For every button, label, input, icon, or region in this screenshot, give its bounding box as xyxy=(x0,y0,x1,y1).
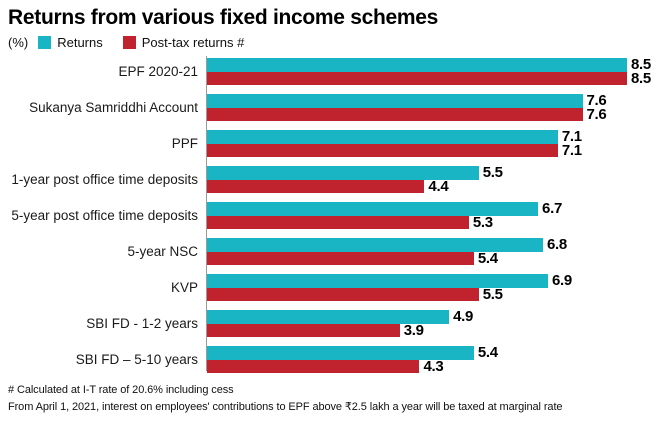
returns-bar xyxy=(207,166,479,180)
post-tax-value-label: 5.4 xyxy=(477,249,498,267)
returns-bar xyxy=(207,274,548,288)
legend-item-returns: Returns xyxy=(38,35,103,50)
post-tax-bar-line: 4.3 xyxy=(207,357,652,375)
post-tax-bar xyxy=(207,107,583,121)
chart-row: PPF 7.1 7.1 xyxy=(8,128,652,159)
returns-swatch xyxy=(38,36,52,49)
chart-row: 5-year NSC 6.8 5.4 xyxy=(8,236,652,267)
chart-row: KVP 6.9 5.5 xyxy=(8,272,652,303)
returns-bar xyxy=(207,202,539,216)
bar-group: 6.7 5.3 xyxy=(207,200,652,231)
category-label: 1-year post office time deposits xyxy=(11,172,198,187)
returns-bar-line: 5.5 xyxy=(207,164,652,182)
post-tax-bar xyxy=(207,323,400,337)
y-axis-line xyxy=(206,56,207,371)
bar-group: 7.1 7.1 xyxy=(207,128,652,159)
post-tax-bar xyxy=(207,143,558,157)
bar-chart: EPF 2020-21 8.5 8.5 Sukanya Samriddhi Ac… xyxy=(8,56,652,375)
returns-bar-line: 6.7 xyxy=(207,200,652,218)
chart-row: Sukanya Samriddhi Account 7.6 7.6 xyxy=(8,92,652,123)
post-tax-bar-line: 5.4 xyxy=(207,249,652,267)
returns-value-label: 6.7 xyxy=(542,200,562,218)
returns-bar xyxy=(207,58,627,72)
bar-group: 8.5 8.5 xyxy=(207,56,652,87)
returns-bar-line: 4.9 xyxy=(207,308,652,326)
bar-group: 5.5 4.4 xyxy=(207,164,652,195)
post-tax-bar xyxy=(207,179,425,193)
post-tax-value-label: 7.6 xyxy=(586,105,607,123)
category-label: PPF xyxy=(171,136,198,151)
returns-bar xyxy=(207,346,474,360)
post-tax-value-label: 3.9 xyxy=(403,321,424,339)
unit-label: (%) xyxy=(8,35,29,50)
post-tax-bar xyxy=(207,71,627,85)
post-tax-value-label: 4.3 xyxy=(423,357,444,375)
post-tax-bar-line: 4.4 xyxy=(207,177,652,195)
post-tax-bar xyxy=(207,215,469,229)
legend-label-post-tax: Post-tax returns # xyxy=(141,35,245,50)
category-label: SBI FD - 1-2 years xyxy=(86,316,198,331)
returns-value-label: 4.9 xyxy=(453,308,474,326)
post-tax-bar-line: 5.3 xyxy=(207,213,652,231)
category-label: SBI FD – 5-10 years xyxy=(75,352,198,367)
returns-value-label: 7.1 xyxy=(561,128,582,146)
footnotes: # Calculated at I-T rate of 20.6% includ… xyxy=(8,382,652,415)
returns-value-label: 7.6 xyxy=(586,92,607,110)
category-label: 5-year post office time deposits xyxy=(11,208,198,223)
category-label: KVP xyxy=(170,280,198,295)
returns-bar-line: 5.4 xyxy=(207,344,652,362)
post-tax-value-label: 5.3 xyxy=(472,213,493,231)
footnote-tax-rate: # Calculated at I-T rate of 20.6% includ… xyxy=(8,384,234,396)
returns-bar xyxy=(207,310,450,324)
post-tax-bar xyxy=(207,251,474,265)
chart-row: 1-year post office time deposits 5.5 4.4 xyxy=(8,164,652,195)
returns-bar-line: 7.1 xyxy=(207,128,652,146)
legend: (%) Returns Post-tax returns # xyxy=(8,35,652,50)
returns-value-label: 5.5 xyxy=(482,164,503,182)
post-tax-bar-line: 5.5 xyxy=(207,285,652,303)
chart-row: 5-year post office time deposits 6.7 5.3 xyxy=(8,200,652,231)
post-tax-value-label: 8.5 xyxy=(631,69,651,87)
legend-label-returns: Returns xyxy=(57,35,103,50)
returns-value-label: 5.4 xyxy=(477,344,498,362)
chart-title: Returns from various fixed income scheme… xyxy=(8,6,439,29)
returns-bar-line: 8.5 xyxy=(207,56,652,74)
post-tax-bar-line: 7.6 xyxy=(207,105,652,123)
returns-bar-line: 7.6 xyxy=(207,92,652,110)
chart-row: SBI FD – 5-10 years 5.4 4.3 xyxy=(8,344,652,375)
post-tax-value-label: 7.1 xyxy=(561,141,582,159)
post-tax-bar xyxy=(207,359,420,373)
returns-bar xyxy=(207,94,583,108)
post-tax-bar-line: 3.9 xyxy=(207,321,652,339)
returns-bar xyxy=(207,238,543,252)
category-label: 5-year NSC xyxy=(127,244,198,259)
category-label: EPF 2020-21 xyxy=(118,64,198,79)
returns-bar-line: 6.9 xyxy=(207,272,652,290)
bar-group: 6.9 5.5 xyxy=(207,272,652,303)
category-label: Sukanya Samriddhi Account xyxy=(29,100,198,115)
returns-value-label: 8.5 xyxy=(631,56,651,74)
returns-value-label: 6.9 xyxy=(551,272,572,290)
bar-group: 5.4 4.3 xyxy=(207,344,652,375)
post-tax-value-label: 5.5 xyxy=(482,285,503,303)
post-tax-bar-line: 8.5 xyxy=(207,69,652,87)
bar-group: 6.8 5.4 xyxy=(207,236,652,267)
bar-group: 7.6 7.6 xyxy=(207,92,652,123)
bar-group: 4.9 3.9 xyxy=(207,308,652,339)
post-tax-bar xyxy=(207,287,479,301)
returns-bar xyxy=(207,130,558,144)
legend-item-post-tax: Post-tax returns # xyxy=(122,35,245,50)
post-tax-bar-line: 7.1 xyxy=(207,141,652,159)
post-tax-value-label: 4.4 xyxy=(428,177,449,195)
post-tax-swatch xyxy=(122,36,136,49)
chart-row: EPF 2020-21 8.5 8.5 xyxy=(8,56,652,87)
returns-bar-line: 6.8 xyxy=(207,236,652,254)
chart-row: SBI FD - 1-2 years 4.9 3.9 xyxy=(8,308,652,339)
returns-value-label: 6.8 xyxy=(547,236,567,254)
footnote-epf-taxation: From April 1, 2021, interest on employee… xyxy=(8,400,563,413)
